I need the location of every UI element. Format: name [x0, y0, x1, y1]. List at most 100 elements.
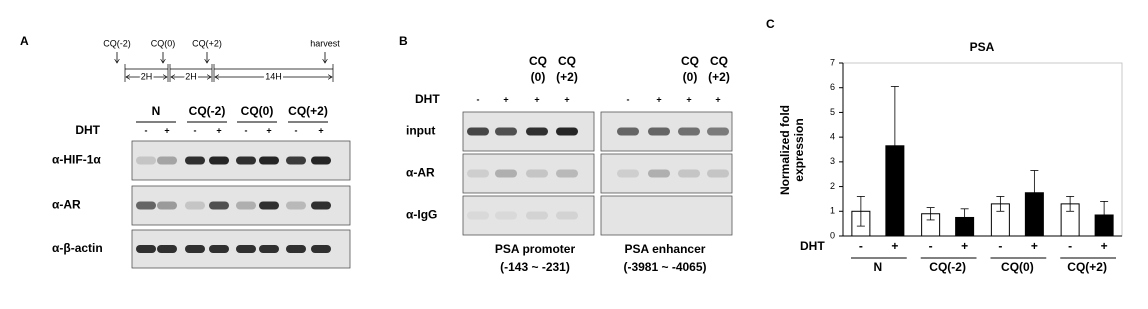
- band: [236, 201, 256, 210]
- lane-sign: +: [503, 94, 508, 104]
- band: [209, 245, 229, 253]
- error-bar: [856, 196, 865, 227]
- lane-sign: -: [145, 125, 148, 135]
- panel-label: A: [20, 34, 29, 48]
- category-label: CQ(-2): [929, 260, 966, 274]
- series-name: -: [859, 239, 863, 253]
- blot: [462, 153, 595, 194]
- band: [286, 245, 306, 253]
- band: [495, 211, 517, 220]
- timepoint: CQ(+2): [192, 38, 222, 48]
- category-label: CQ(+2): [1067, 260, 1107, 274]
- y-tick-label: 0: [830, 230, 835, 240]
- error-bar: [926, 207, 935, 221]
- band: [526, 169, 548, 178]
- lane-sign: -: [477, 94, 480, 104]
- series-name: -: [1068, 239, 1072, 253]
- band: [648, 127, 670, 136]
- band: [495, 127, 517, 136]
- lane-sign: +: [318, 125, 323, 135]
- timepoint: CQ(0): [151, 38, 176, 48]
- band: [209, 156, 229, 165]
- band: [556, 169, 578, 178]
- band: [311, 245, 331, 253]
- band: [617, 169, 639, 178]
- y-tick-label: 1: [830, 206, 835, 216]
- y-tick-label: 7: [830, 57, 835, 67]
- band: [259, 201, 279, 210]
- band: [157, 156, 177, 165]
- error-bar: [996, 196, 1005, 212]
- header: CQ: [529, 54, 547, 68]
- group-label: CQ(+2): [288, 104, 328, 118]
- y-tick-label: 3: [830, 156, 835, 166]
- band: [185, 245, 205, 253]
- lane-sign: +: [534, 94, 539, 104]
- chart-title: PSA: [970, 40, 995, 54]
- band: [678, 127, 700, 136]
- series-name: -: [998, 239, 1002, 253]
- header: (+2): [556, 70, 578, 84]
- band: [157, 245, 177, 253]
- interval: 2H: [185, 71, 197, 81]
- band: [648, 169, 670, 178]
- y-tick-label: 6: [830, 82, 835, 92]
- band: [467, 211, 489, 220]
- lane-sign: +: [656, 94, 661, 104]
- interval: 2H: [141, 71, 153, 81]
- band: [467, 169, 489, 178]
- lane-sign: -: [194, 125, 197, 135]
- band: [617, 127, 639, 136]
- row-label: α-IgG: [406, 208, 437, 222]
- lane-sign: -: [295, 125, 298, 135]
- lane-sign: +: [216, 125, 221, 135]
- error-bar: [890, 86, 899, 206]
- lane-sign: +: [164, 125, 169, 135]
- row-label: α-AR: [406, 166, 435, 180]
- row-label: input: [406, 124, 435, 138]
- row-label: α-AR: [52, 198, 81, 212]
- y-tick-label: 5: [830, 107, 835, 117]
- band: [236, 245, 256, 253]
- error-bar: [1030, 170, 1039, 216]
- band: [707, 169, 729, 178]
- band: [526, 211, 548, 220]
- band: [136, 201, 156, 210]
- error-bar: [960, 208, 969, 227]
- error-bar: [1066, 196, 1075, 212]
- band: [209, 201, 229, 210]
- band: [185, 201, 205, 210]
- band: [136, 245, 156, 253]
- panel-label: C: [766, 17, 775, 31]
- y-axis-title: Normalized fold expression: [778, 105, 806, 195]
- band: [526, 127, 548, 136]
- treatment-label: DHT: [415, 92, 440, 106]
- lane-sign: -: [245, 125, 248, 135]
- band: [678, 169, 700, 178]
- header: (0): [683, 70, 698, 84]
- timepoint: harvest: [310, 38, 340, 48]
- band: [556, 127, 578, 136]
- series-name: +: [891, 239, 898, 253]
- header: (0): [531, 70, 546, 84]
- band: [311, 201, 331, 210]
- panel-label: B: [399, 34, 408, 48]
- band: [185, 156, 205, 165]
- band: [259, 245, 279, 253]
- band: [236, 156, 256, 165]
- band: [286, 156, 306, 165]
- group-label: CQ(0): [241, 104, 274, 118]
- band: [707, 127, 729, 136]
- header: CQ: [710, 54, 728, 68]
- y-axis-title-line: expression: [792, 118, 806, 181]
- plot-frame: [842, 62, 1123, 237]
- error-bar: [1100, 200, 1109, 229]
- category-label: CQ(0): [1001, 260, 1034, 274]
- timepoint: CQ(-2): [103, 38, 131, 48]
- interval: 14H: [265, 71, 282, 81]
- lane-sign: -: [627, 94, 630, 104]
- header: (+2): [708, 70, 730, 84]
- header: CQ: [681, 54, 699, 68]
- series-name: +: [961, 239, 968, 253]
